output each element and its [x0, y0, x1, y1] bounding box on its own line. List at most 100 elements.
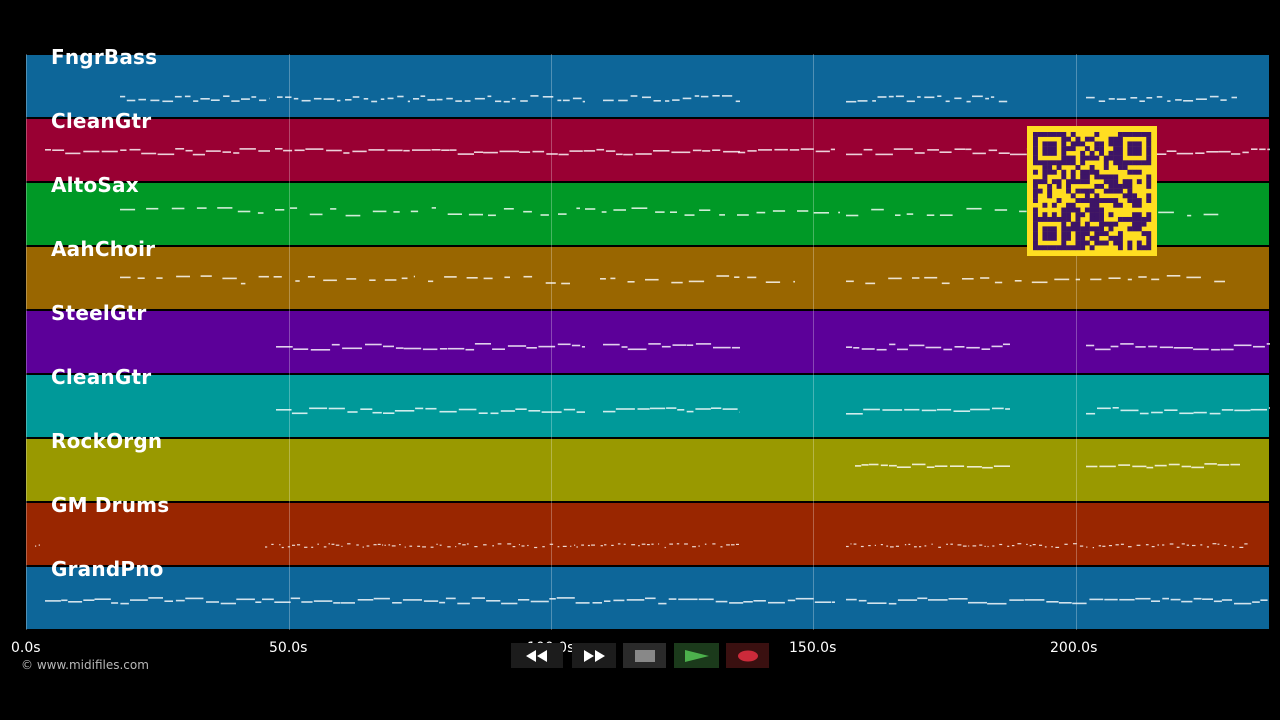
note-mark	[895, 214, 901, 216]
note-mark	[345, 99, 352, 101]
fast-forward-button[interactable]	[572, 643, 616, 668]
note-mark	[1151, 600, 1160, 602]
qr-module	[1047, 160, 1053, 166]
stop-button[interactable]	[623, 643, 666, 668]
note-mark	[409, 545, 413, 547]
rewind-button[interactable]	[511, 643, 563, 668]
qr-module	[1033, 179, 1038, 185]
note-mark	[557, 546, 560, 548]
note-mark	[726, 544, 730, 546]
qr-module	[1132, 212, 1138, 218]
qr-module	[1141, 132, 1147, 137]
note-mark	[412, 149, 431, 151]
stop-icon	[634, 649, 655, 662]
qr-module	[1136, 141, 1142, 147]
note-mark	[1192, 544, 1196, 547]
qr-module	[1042, 179, 1048, 185]
qr-module	[1103, 221, 1109, 227]
qr-module	[1103, 160, 1109, 166]
note-mark	[192, 153, 205, 156]
qr-module	[1122, 193, 1128, 199]
note-mark	[558, 213, 567, 215]
note-mark	[585, 208, 596, 210]
note-mark	[148, 597, 163, 599]
note-mark	[735, 100, 740, 103]
note-mark	[616, 153, 623, 156]
note-mark	[68, 601, 83, 603]
note-mark	[1102, 545, 1106, 547]
qr-module	[1113, 146, 1119, 152]
note-mark	[1054, 278, 1070, 281]
note-mark	[912, 463, 926, 466]
note-mark	[233, 152, 240, 154]
qr-module	[1080, 160, 1086, 166]
note-mark	[1175, 99, 1182, 101]
track-lane-rockorgn[interactable]	[26, 439, 1269, 501]
note-mark	[273, 276, 282, 278]
note-mark	[176, 275, 190, 278]
note-mark	[600, 278, 606, 280]
note-mark	[534, 546, 538, 549]
track-lane-gm-drums[interactable]	[26, 503, 1269, 565]
note-mark	[563, 408, 576, 411]
note-mark	[630, 95, 638, 97]
note-mark	[1139, 412, 1149, 415]
note-mark	[83, 150, 100, 153]
note-mark	[909, 344, 925, 347]
note-mark	[604, 600, 611, 602]
qr-module	[1070, 221, 1076, 227]
note-mark	[277, 96, 283, 98]
qr-module	[1047, 216, 1053, 222]
note-mark	[635, 153, 652, 155]
note-mark	[1097, 407, 1111, 410]
qr-module	[1108, 155, 1114, 161]
qr-module	[1127, 160, 1133, 166]
qr-module	[1080, 212, 1086, 218]
note-mark	[1115, 544, 1119, 546]
qr-module	[1127, 141, 1133, 147]
play-icon	[684, 649, 709, 662]
track-lane-steelgtr[interactable]	[26, 311, 1269, 373]
note-mark	[926, 214, 935, 216]
note-mark	[857, 100, 868, 102]
note-mark	[291, 412, 308, 415]
note-mark	[713, 346, 731, 349]
qr-module	[1146, 160, 1152, 166]
qr-module	[1042, 226, 1048, 232]
note-mark	[196, 207, 207, 209]
note-mark	[372, 411, 382, 414]
track-lane-cleangtr-2[interactable]	[26, 375, 1269, 437]
note-mark	[613, 209, 626, 211]
note-mark	[1203, 213, 1219, 216]
note-mark	[720, 546, 723, 548]
note-mark	[283, 149, 293, 152]
qr-module	[1117, 231, 1123, 237]
track-lane-fngrbass[interactable]	[26, 55, 1269, 117]
note-mark	[488, 214, 496, 217]
qr-module	[1080, 179, 1086, 185]
note-mark	[310, 349, 331, 351]
qr-module	[1127, 198, 1133, 203]
qr-module	[1061, 235, 1067, 241]
play-button[interactable]	[674, 643, 719, 668]
note-mark	[698, 598, 714, 601]
qr-module	[1089, 169, 1095, 175]
note-mark	[988, 149, 998, 152]
qr-module	[1117, 245, 1123, 251]
record-button[interactable]	[726, 643, 769, 668]
qr-module	[1132, 198, 1138, 203]
note-mark	[1079, 545, 1084, 547]
qr-code[interactable]	[1027, 126, 1157, 256]
qr-module	[1047, 141, 1053, 147]
note-mark	[503, 100, 510, 103]
qr-module	[1080, 198, 1086, 203]
note-mark	[670, 211, 677, 213]
track-label-aahchoir: AahChoir	[51, 237, 156, 261]
note-mark	[896, 466, 911, 468]
note-mark	[1209, 412, 1221, 415]
note-mark	[1206, 151, 1219, 153]
qr-module	[1061, 221, 1067, 227]
note-mark	[1176, 546, 1180, 548]
note-mark	[927, 149, 939, 151]
note-mark	[393, 211, 400, 213]
